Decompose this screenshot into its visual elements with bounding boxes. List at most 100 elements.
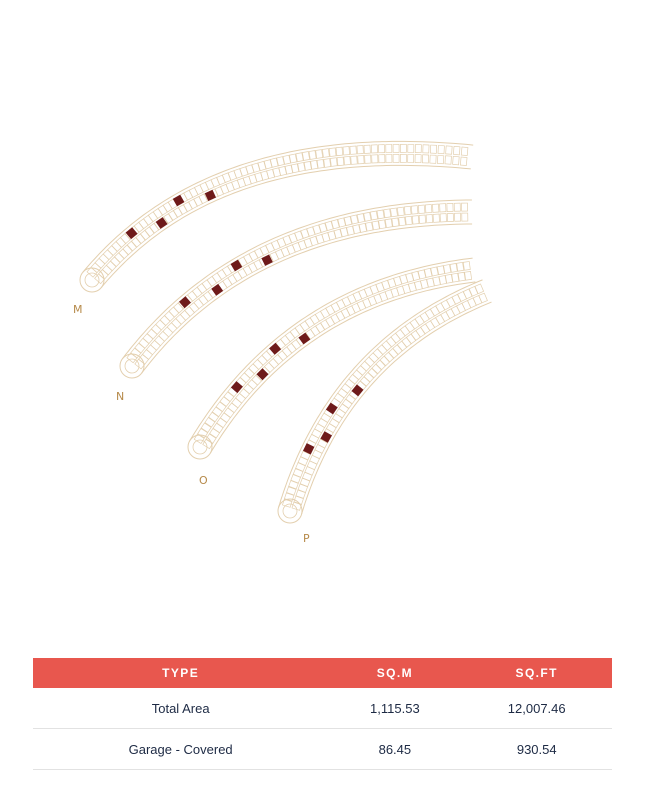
plot-unit [400, 144, 407, 153]
plot-unit [323, 158, 332, 168]
plot-unit [464, 271, 473, 281]
highlighted-unit [303, 443, 315, 455]
plot-unit [297, 483, 309, 493]
plot-unit [245, 164, 255, 175]
plot-unit [310, 159, 319, 170]
row-sqft: 12,007.46 [461, 688, 612, 729]
plot-unit [282, 235, 292, 246]
plot-unit [376, 209, 385, 220]
plot-unit [150, 339, 161, 351]
plot-unit [200, 422, 212, 433]
highlighted-unit [320, 431, 332, 443]
plot-unit [221, 172, 232, 183]
plot-unit [468, 285, 479, 297]
row-end-cap [84, 272, 100, 288]
highlighted-unit [261, 254, 273, 266]
highlighted-unit [269, 342, 282, 355]
plot-unit [284, 331, 296, 343]
plot-unit [453, 202, 461, 212]
row-label-n: N [116, 390, 125, 403]
plot-unit [146, 328, 158, 340]
plot-unit [306, 226, 316, 237]
plot-unit [444, 273, 454, 284]
plot-unit [452, 156, 460, 166]
plot-unit [417, 204, 426, 214]
row-labels: M N O P [73, 303, 310, 545]
plot-unit [208, 411, 220, 423]
plot-unit [453, 146, 461, 156]
plot-unit [337, 217, 347, 228]
plot-unit [349, 145, 357, 155]
plot-unit [291, 501, 302, 511]
plot-unit [383, 208, 392, 219]
plot-unit [364, 154, 372, 164]
plot-unit [268, 358, 280, 369]
plot-unit [390, 207, 398, 218]
plot-unit [363, 144, 371, 154]
plot-unit [288, 480, 299, 490]
plot-unit [329, 157, 338, 167]
plot-unit [422, 144, 430, 154]
plot-unit [462, 261, 471, 271]
plot-unit [196, 283, 208, 294]
plot-unit [202, 438, 214, 450]
highlighted-unit [211, 283, 224, 296]
plot-unit [155, 319, 167, 331]
plot-unit [457, 291, 468, 302]
highlighted-unit [325, 402, 338, 415]
plot-unit [369, 284, 380, 295]
plot-unit [385, 144, 393, 153]
plot-unit [278, 166, 287, 176]
row-type: Garage - Covered [33, 728, 329, 770]
plot-unit [391, 217, 400, 228]
plot-unit [411, 215, 420, 225]
row-band-edge [141, 223, 473, 374]
plot-unit [449, 263, 458, 273]
plot-unit [265, 242, 275, 254]
plot-unit [295, 489, 306, 499]
highlighted-unit [230, 259, 243, 272]
plot-unit [146, 344, 157, 356]
plot-unit [436, 265, 446, 276]
plot-unit [308, 150, 317, 160]
plot-unit [175, 313, 187, 325]
plot-unit [205, 433, 217, 444]
plot-unit [94, 257, 106, 269]
plot-unit [295, 462, 306, 472]
plot-unit [216, 417, 228, 429]
plot-unit [370, 144, 378, 154]
plot-unit [454, 212, 462, 222]
plot-unit [276, 156, 285, 167]
plot-unit [106, 245, 118, 257]
plot-unit [301, 151, 311, 161]
row-sqm: 1,115.53 [328, 688, 462, 729]
plot-unit [212, 422, 224, 434]
plot-unit [432, 213, 440, 223]
plot-row-n [119, 199, 473, 379]
highlighted-unit [230, 381, 243, 394]
plot-unit [396, 206, 405, 217]
row-band-edge [122, 199, 472, 360]
plot-unit [309, 235, 319, 247]
plot-unit [162, 326, 174, 338]
plot-unit [252, 359, 264, 370]
plot-unit [187, 290, 198, 302]
plot-unit [297, 239, 308, 251]
plot-unit [407, 154, 415, 163]
plot-unit [299, 477, 311, 488]
row-label-p: P [303, 532, 310, 545]
highlighted-unit [172, 194, 185, 207]
plot-unit [164, 310, 175, 322]
plot-unit [290, 474, 301, 484]
plot-unit [403, 205, 412, 216]
plot-unit [288, 232, 298, 244]
type-column-header: TYPE [162, 666, 200, 680]
area-table: TYPE SQ.M SQ.FT Total Area 1,115.53 12,0… [33, 658, 612, 770]
plot-unit [446, 203, 454, 212]
plot-unit [399, 274, 409, 285]
plot-unit [102, 249, 114, 261]
plot-unit [404, 215, 413, 226]
row-band-edge [189, 257, 473, 442]
plot-unit [451, 293, 462, 305]
plot-unit [297, 456, 309, 467]
